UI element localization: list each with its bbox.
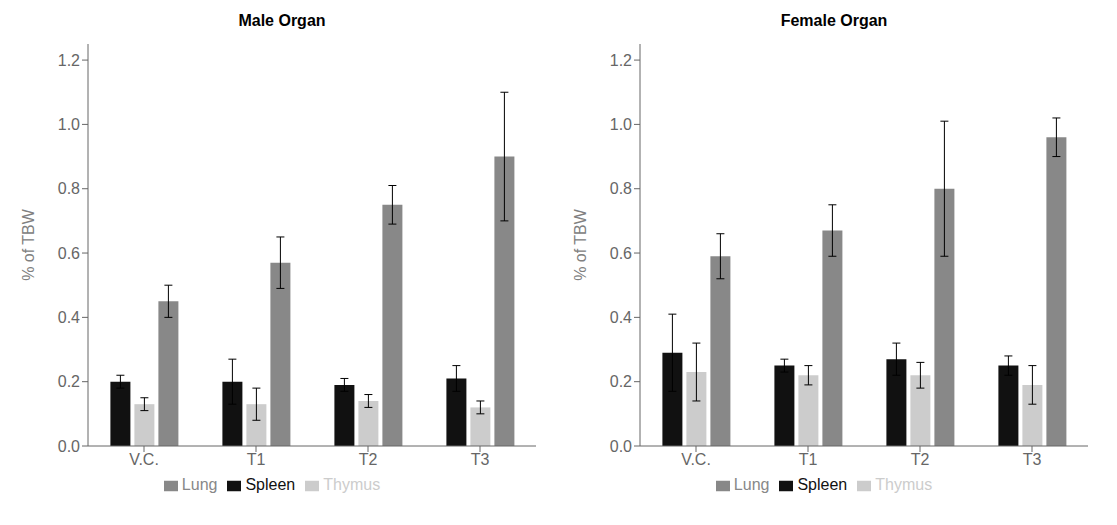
svg-text:1.0: 1.0 <box>58 116 80 133</box>
svg-text:T3: T3 <box>471 451 490 468</box>
svg-text:0.2: 0.2 <box>610 373 632 390</box>
svg-text:V.C.: V.C. <box>129 451 159 468</box>
html-text:Thymus: Thymus <box>875 476 933 493</box>
svg-text:0.6: 0.6 <box>58 245 80 262</box>
svg-text:% of TBW: % of TBW <box>20 208 37 281</box>
html-text:Male Organ: Male Organ <box>238 12 326 29</box>
svg-text:T1: T1 <box>799 451 818 468</box>
svg-text:T3: T3 <box>1023 451 1042 468</box>
svg-text:V.C.: V.C. <box>681 451 711 468</box>
html-text:Female Organ: Female Organ <box>780 12 888 29</box>
html-text:Lung: Lung <box>733 476 770 493</box>
svg-text:1.0: 1.0 <box>610 116 632 133</box>
svg-text:T1: T1 <box>247 451 266 468</box>
svg-text:0.0: 0.0 <box>58 438 80 455</box>
html-text:Lung: Lung <box>181 476 218 493</box>
svg-text:0.4: 0.4 <box>58 309 80 326</box>
svg-text:1.2: 1.2 <box>58 52 80 69</box>
svg-text:1.2: 1.2 <box>610 52 632 69</box>
svg-text:0.6: 0.6 <box>610 245 632 262</box>
html-text:Spleen: Spleen <box>797 476 848 493</box>
html-text:Thymus: Thymus <box>323 476 381 493</box>
svg-text:0.8: 0.8 <box>58 180 80 197</box>
svg-text:0.2: 0.2 <box>58 373 80 390</box>
svg-text:0.4: 0.4 <box>610 309 632 326</box>
svg-text:T2: T2 <box>359 451 378 468</box>
svg-text:T2: T2 <box>911 451 930 468</box>
html-text:Spleen: Spleen <box>245 476 296 493</box>
svg-text:0.8: 0.8 <box>610 180 632 197</box>
svg-text:% of TBW: % of TBW <box>572 208 589 281</box>
svg-text:0.0: 0.0 <box>610 438 632 455</box>
